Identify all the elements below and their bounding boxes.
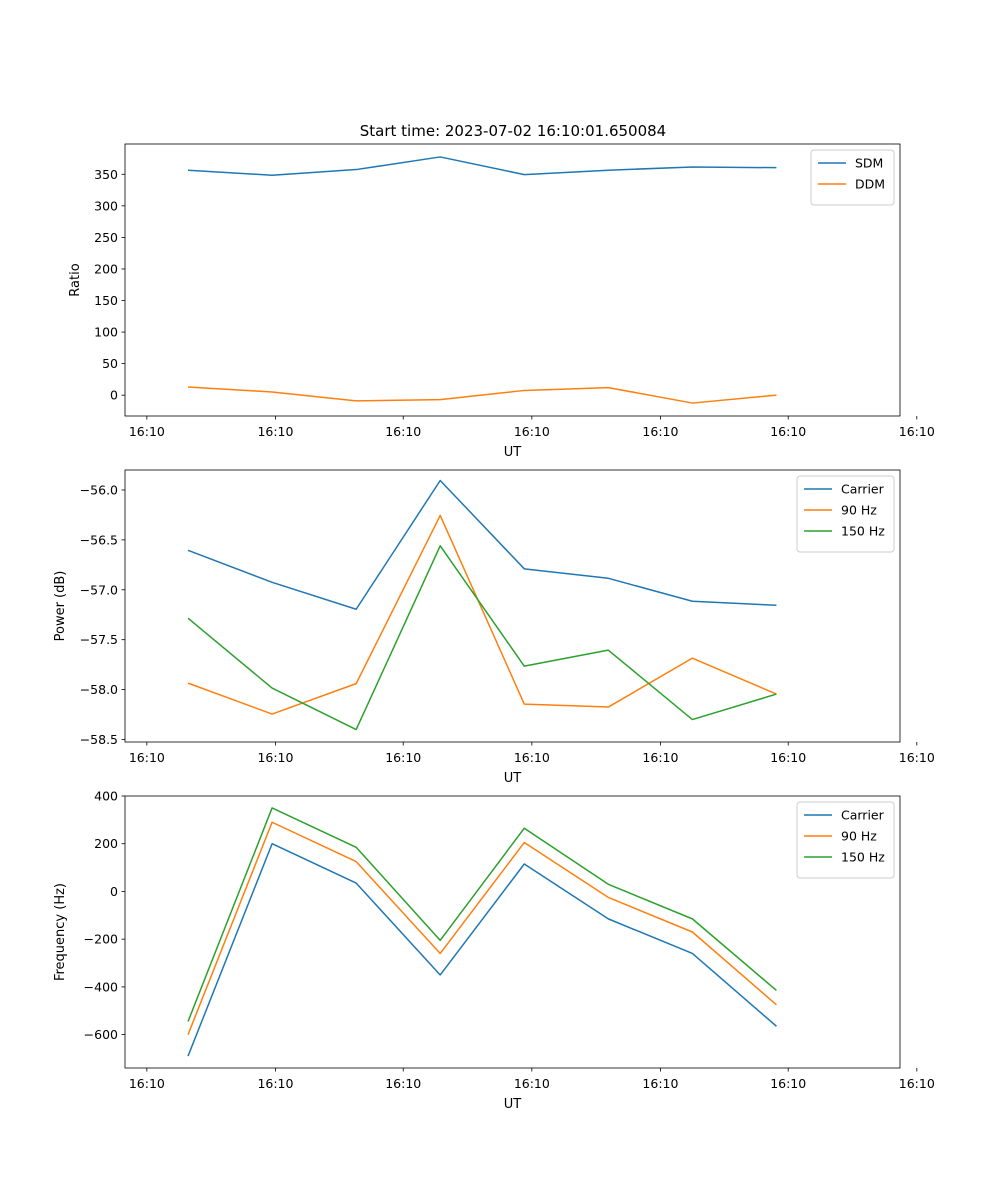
ratio-y-tick-label-4: 200 [94,261,118,276]
figure-title: Start time: 2023-07-02 16:10:01.650084 [360,122,666,140]
power-y-tick-label-5: −56.0 [80,482,118,497]
power-x-tick-label-3: 16:10 [514,750,550,765]
frequency-y-axis-label: Frequency (Hz) [53,883,68,981]
frequency-x-tick-label-1: 16:10 [257,1076,293,1091]
power-x-tick-label-5: 16:10 [770,750,806,765]
power-x-tick-label-2: 16:10 [385,750,421,765]
ratio-y-tick-label-3: 150 [94,293,118,308]
power-y-axis-label: Power (dB) [53,571,68,642]
frequency-legend-label-2: 150 Hz [841,850,885,865]
frequency-series-0-line [187,842,777,1057]
frequency-x-tick-label-0: 16:10 [129,1076,165,1091]
ratio-y-tick-label-2: 100 [94,325,118,340]
frequency-series-1-line [187,821,777,1035]
power-x-tick-label-0: 16:10 [129,750,165,765]
frequency-axes-frame [124,795,901,1069]
ratio-x-axis-label: UT [504,445,522,460]
frequency-y-tick-label-0: −600 [84,1027,118,1042]
power-y-tick-label-4: −56.5 [80,532,118,547]
ratio-y-tick-label-5: 250 [94,230,118,245]
power-legend-label-2: 150 Hz [841,524,885,539]
frequency-y-tick-label-4: 200 [94,836,118,851]
power-series-1-line [187,514,777,715]
frequency-legend-box [796,801,895,879]
power-legend-box [796,475,895,553]
ratio-x-tick-label-3: 16:10 [514,424,550,439]
frequency-y-tick-label-5: 400 [94,789,118,804]
frequency-x-tick-label-3: 16:10 [514,1076,550,1091]
power-x-tick-label-6: 16:10 [899,750,935,765]
power-legend-label-1: 90 Hz [841,503,877,518]
frequency-panel: 16:10 16:10 16:10 16:10 16:10 16:10 16:10 −600 −… [53,789,935,1113]
frequency-x-tick-label-2: 16:10 [385,1076,421,1091]
frequency-x-axis-label: UT [504,1097,522,1112]
ratio-legend: SDM DDM [810,149,895,206]
ratio-panel: 16:10 16:10 16:10 16:10 16:10 16:10 16:10 0 50 10… [68,143,935,460]
frequency-x-tick-label-4: 16:10 [642,1076,678,1091]
power-y-tick-label-2: −57.5 [80,632,118,647]
ratio-y-axis-label: Ratio [68,263,83,296]
ratio-y-tick-label-7: 350 [94,167,118,182]
ratio-legend-label-0: SDM [855,156,883,171]
frequency-x-tick-label-5: 16:10 [770,1076,806,1091]
ratio-x-tick-label-1: 16:10 [257,424,293,439]
ratio-series-1-line [187,386,777,404]
ratio-x-tick-label-2: 16:10 [385,424,421,439]
frequency-y-tick-label-1: −400 [84,979,118,994]
frequency-legend: Carrier 90 Hz 150 Hz [796,801,895,879]
ratio-series-0-line [187,156,777,176]
power-x-axis-label: UT [504,771,522,786]
power-y-tick-label-0: −58.5 [80,732,118,747]
power-y-tick-label-1: −58.0 [80,682,118,697]
frequency-series-2-line [187,807,777,1022]
power-x-tick-label-1: 16:10 [257,750,293,765]
frequency-y-tick-label-2: −200 [84,932,118,947]
power-series-2-line [187,545,777,731]
frequency-x-tick-label-6: 16:10 [899,1076,935,1091]
power-panel: 16:10 16:10 16:10 16:10 16:10 16:10 16:10 −58.5… [53,469,935,786]
power-legend-label-0: Carrier [841,482,885,497]
ratio-axes-frame [124,143,901,417]
ratio-x-tick-label-0: 16:10 [129,424,165,439]
power-axes-frame [124,469,901,743]
frequency-y-tick-label-3: 0 [110,884,118,899]
ratio-y-tick-label-0: 0 [110,388,118,403]
ratio-y-tick-label-1: 50 [102,356,118,371]
frequency-legend-label-1: 90 Hz [841,829,877,844]
power-series-0-line [187,479,777,610]
power-legend: Carrier 90 Hz 150 Hz [796,475,895,553]
power-y-tick-label-3: −57.0 [80,582,118,597]
frequency-legend-label-0: Carrier [841,808,885,823]
ratio-y-tick-label-6: 300 [94,198,118,213]
power-x-tick-label-4: 16:10 [642,750,678,765]
ratio-x-tick-label-6: 16:10 [899,424,935,439]
ratio-x-tick-label-5: 16:10 [770,424,806,439]
ratio-legend-label-1: DDM [855,177,885,192]
ratio-x-tick-label-4: 16:10 [642,424,678,439]
